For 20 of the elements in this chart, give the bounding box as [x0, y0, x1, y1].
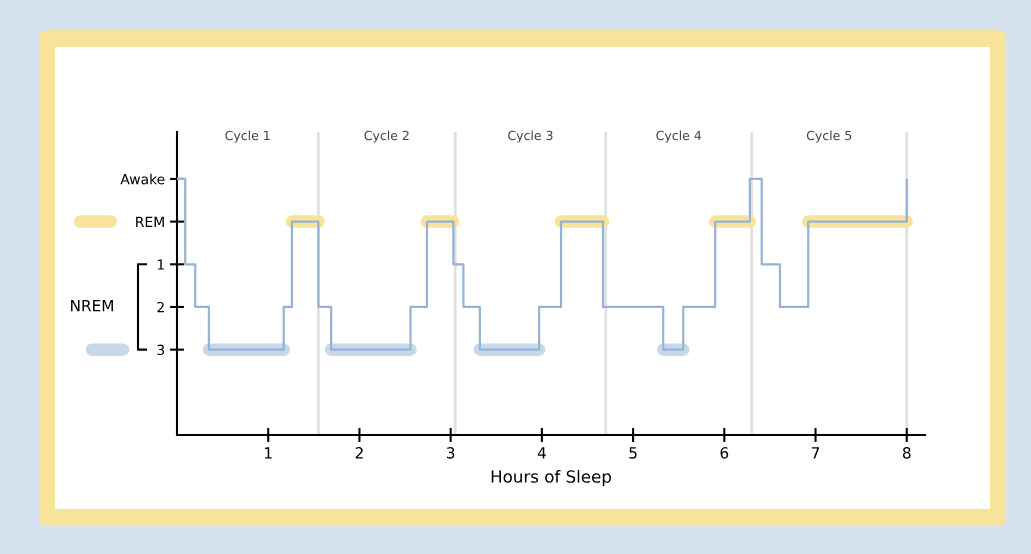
- x-tick-label: 8: [902, 447, 911, 459]
- x-tick-label: 3: [446, 447, 455, 459]
- y-tick-label: 3: [157, 344, 165, 356]
- annotation: Cycle 4: [656, 130, 702, 143]
- annotation: Cycle 3: [508, 130, 553, 143]
- y-tick-label: REM: [136, 216, 164, 227]
- annotation: Cycle 1: [225, 130, 270, 143]
- x-tick-label: 2: [355, 447, 363, 459]
- y-tick-label: Awake: [120, 173, 165, 185]
- x-axis-title: Hours of Sleep: [491, 469, 611, 487]
- annotation: Cycle 5: [806, 130, 852, 143]
- x-tick-label: 6: [720, 447, 729, 459]
- y-axis-title: NREM: [71, 300, 113, 312]
- y-tick-label: 2: [157, 301, 164, 313]
- y-tick-label: 1: [157, 259, 164, 270]
- x-tick-label: 4: [537, 447, 546, 459]
- x-tick-label: 7: [811, 447, 820, 459]
- annotation: Cycle 2: [364, 130, 409, 143]
- x-tick-label: 5: [629, 447, 637, 459]
- x-tick-label: 1: [265, 447, 272, 459]
